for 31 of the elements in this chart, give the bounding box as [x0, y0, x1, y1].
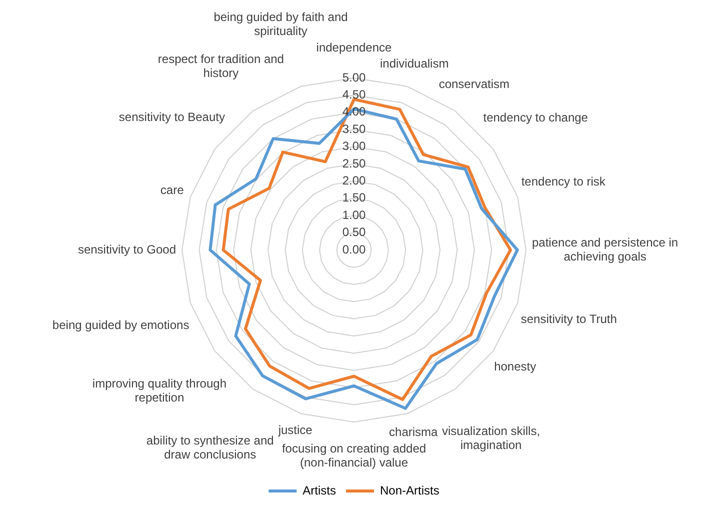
spoke-label: conservatism [438, 76, 510, 91]
spoke-label: tendency to change [483, 110, 588, 124]
legend-label: Non-Artists [380, 483, 440, 498]
spoke-label: sensitivity to Good [78, 242, 176, 256]
y-tick-label: 0.50 [342, 225, 366, 240]
spoke-label: improving quality through repetition [92, 376, 226, 405]
y-tick-label: 3.00 [342, 139, 366, 154]
spoke-label: justice [277, 422, 313, 437]
spoke-label: charisma [389, 425, 438, 440]
spoke-label: patience and persistence in achieving goals [532, 235, 678, 264]
y-tick-label: 1.00 [342, 208, 366, 222]
y-tick-label: 2.00 [342, 174, 366, 188]
spoke-label: individualism [380, 56, 449, 71]
y-tick-label: 3.50 [342, 122, 366, 136]
spoke-label: honesty [494, 359, 536, 374]
spoke-label: care [160, 183, 184, 198]
legend-label: Artists [302, 483, 336, 498]
spoke-label: tendency to risk [521, 174, 606, 188]
spoke-label: respect for tradition and history [158, 52, 284, 80]
spoke-label: visualization skills, imagination [442, 424, 540, 452]
y-tick-label: 0.00 [342, 242, 366, 256]
spoke-label: sensitivity to Truth [520, 312, 617, 326]
y-tick-label: 2.50 [342, 156, 366, 170]
y-tick-label: 1.50 [342, 190, 366, 205]
spoke-label: being guided by emotions [52, 318, 190, 332]
spoke-label: ability to synthesize and draw conclusions [146, 433, 274, 462]
spoke-label: focusing on creating added (non-financial) value [282, 441, 426, 470]
spoke-label: independence [316, 40, 392, 54]
spoke-label: sensitivity to Beauty [118, 110, 225, 124]
y-tick-label: 5.00 [342, 70, 366, 84]
y-tick-label: 4.50 [342, 88, 366, 102]
